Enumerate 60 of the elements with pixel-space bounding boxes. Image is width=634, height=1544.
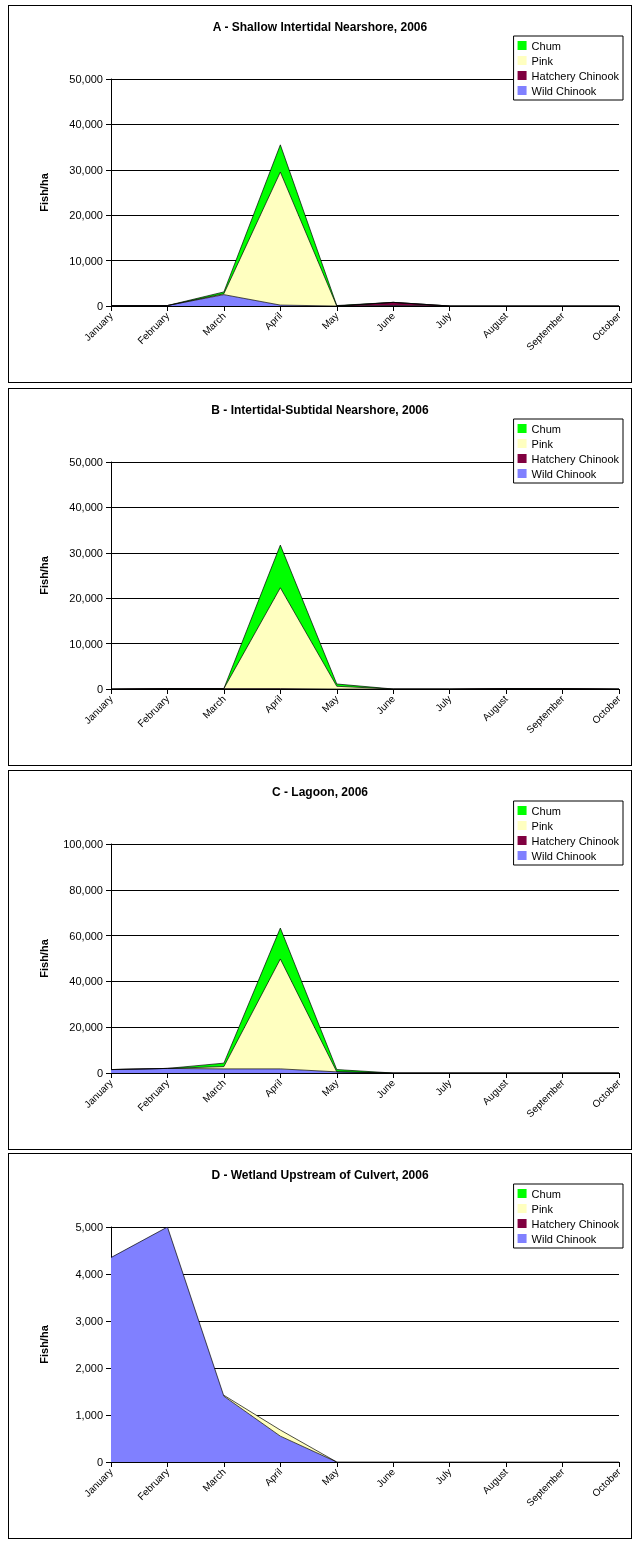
legend-label: Hatchery Chinook	[531, 69, 620, 82]
legend-label: Chum	[531, 422, 561, 435]
legend-label: Wild Chinook	[531, 467, 597, 480]
y-tick-label: 60,000	[69, 929, 103, 942]
y-tick-label: 0	[96, 683, 103, 695]
legend-label: Hatchery Chinook	[531, 834, 620, 847]
y-tick-label: 10,000	[69, 254, 103, 267]
legend-label: Wild Chinook	[531, 1232, 597, 1245]
legend-label: Chum	[531, 39, 561, 52]
y-tick-label: 20,000	[69, 1021, 103, 1034]
x-tick-label: June	[374, 1076, 398, 1101]
legend-label: Pink	[531, 437, 554, 450]
x-tick-label: May	[319, 1077, 341, 1099]
x-tick-label: May	[319, 1466, 341, 1488]
y-tick-label: 0	[96, 1456, 103, 1468]
y-axis-title: Fish/ha	[37, 172, 50, 212]
legend-label: Wild Chinook	[531, 84, 597, 97]
legend-label: Pink	[531, 54, 554, 67]
y-tick-label: 80,000	[69, 883, 103, 896]
x-tick-label: June	[374, 309, 398, 334]
legend-label: Hatchery Chinook	[531, 1217, 620, 1230]
y-tick-label: 30,000	[69, 546, 103, 559]
chart-title: C - Lagoon, 2006	[271, 785, 369, 799]
legend-label: Chum	[531, 804, 561, 817]
legend-label: Hatchery Chinook	[531, 452, 620, 465]
x-tick-label: July	[433, 310, 454, 331]
y-tick-label: 20,000	[69, 209, 103, 222]
x-tick-label: July	[433, 1077, 454, 1098]
legend-label: Wild Chinook	[531, 849, 597, 862]
y-tick-label: 4,000	[75, 1268, 103, 1280]
chart-title: D - Wetland Upstream of Culvert, 2006	[211, 1168, 429, 1182]
y-axis-title: Fish/ha	[37, 938, 50, 978]
legend-label: Chum	[531, 1187, 561, 1200]
y-tick-label: 3,000	[75, 1315, 103, 1327]
y-tick-label: 50,000	[69, 73, 103, 85]
x-tick-label: July	[433, 693, 454, 714]
y-tick-label: 5,000	[75, 1221, 103, 1233]
y-tick-label: 40,000	[69, 975, 103, 988]
y-tick-label: 40,000	[69, 118, 103, 131]
y-tick-label: 20,000	[69, 592, 103, 605]
x-tick-label: June	[374, 1465, 398, 1490]
y-tick-label: 2,000	[75, 1362, 103, 1374]
y-axis-title: Fish/ha	[37, 1324, 50, 1364]
legend-label: Pink	[531, 819, 554, 832]
legend-label: Pink	[531, 1202, 554, 1215]
y-tick-label: 10,000	[69, 637, 103, 650]
chart-title: B - Intertidal-Subtidal Nearshore, 2006	[211, 403, 430, 417]
y-tick-label: 30,000	[69, 163, 103, 176]
x-tick-label: May	[319, 693, 341, 715]
y-axis-title: Fish/ha	[37, 555, 50, 595]
y-tick-label: 50,000	[69, 456, 103, 468]
x-tick-label: July	[433, 1466, 454, 1487]
y-tick-label: 0	[96, 1067, 103, 1079]
y-tick-label: 1,000	[75, 1409, 103, 1421]
x-tick-label: June	[374, 692, 398, 717]
x-tick-label: May	[319, 310, 341, 332]
chart-title: A - Shallow Intertidal Nearshore, 2006	[212, 20, 428, 34]
y-tick-label: 0	[96, 300, 103, 312]
y-tick-label: 40,000	[69, 501, 103, 514]
y-tick-label: 100,000	[63, 838, 103, 850]
